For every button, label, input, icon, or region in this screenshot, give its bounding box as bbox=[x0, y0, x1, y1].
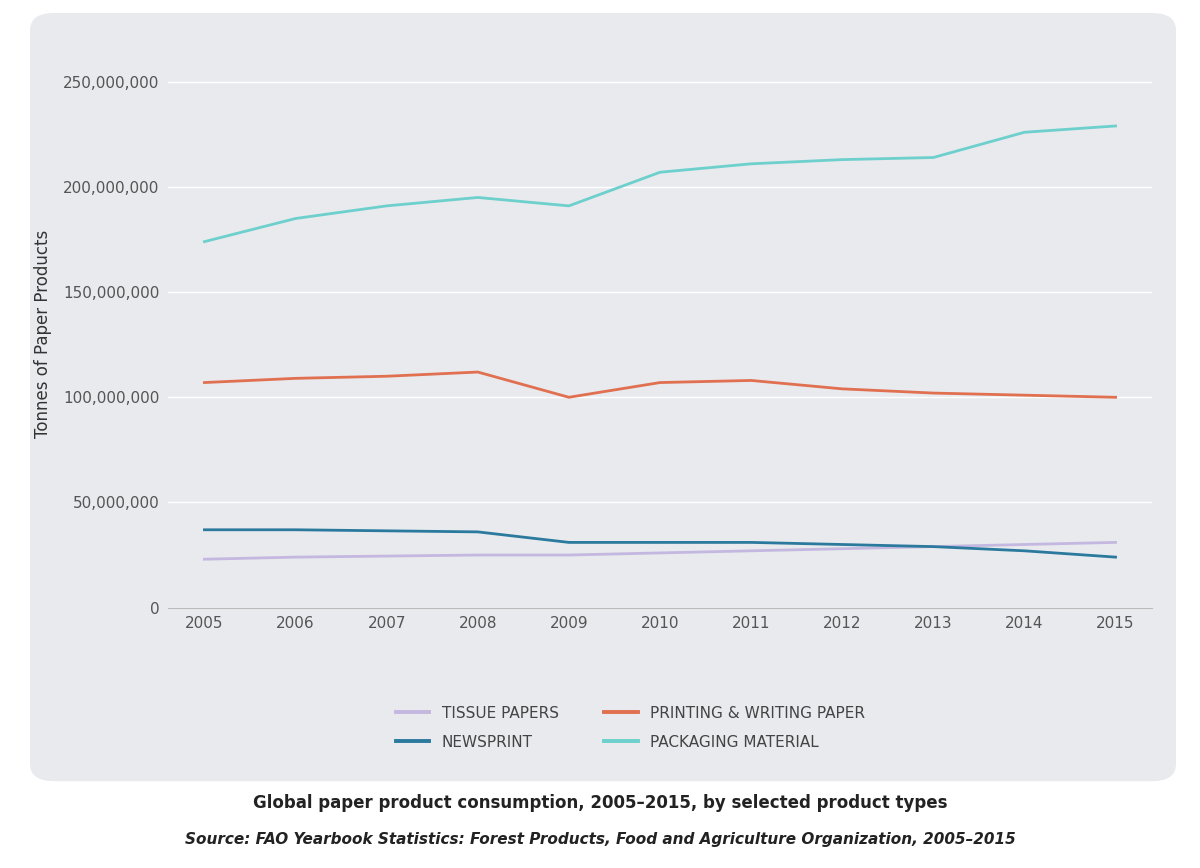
Text: Source: FAO Yearbook Statistics: Forest Products, Food and Agriculture Organizat: Source: FAO Yearbook Statistics: Forest … bbox=[185, 832, 1015, 847]
Text: Global paper product consumption, 2005–2015, by selected product types: Global paper product consumption, 2005–2… bbox=[253, 794, 947, 812]
Y-axis label: Tonnes of Paper Products: Tonnes of Paper Products bbox=[34, 230, 52, 438]
Legend: TISSUE PAPERS, NEWSPRINT, PRINTING & WRITING PAPER, PACKAGING MATERIAL: TISSUE PAPERS, NEWSPRINT, PRINTING & WRI… bbox=[390, 700, 871, 756]
